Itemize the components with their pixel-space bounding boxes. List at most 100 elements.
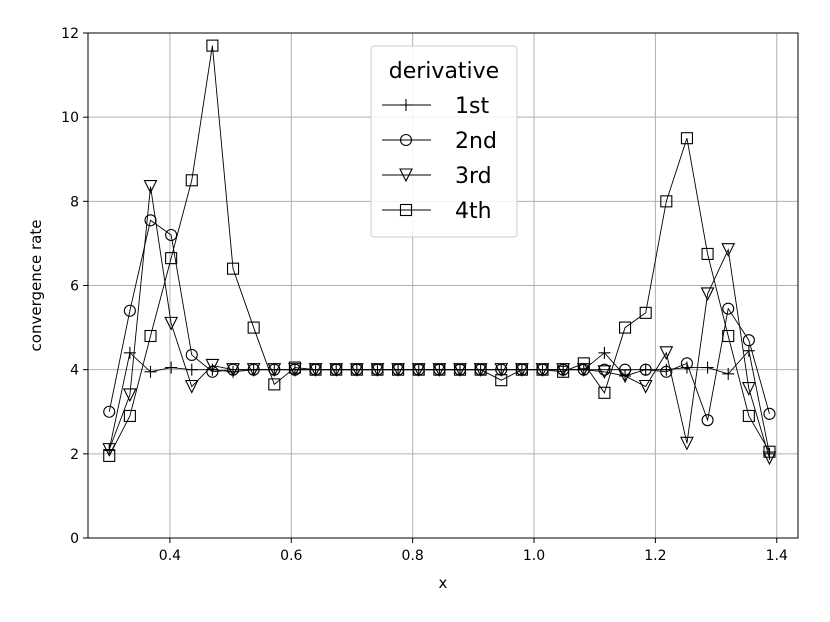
plus-marker (701, 361, 714, 374)
legend-label: 4th (455, 199, 492, 224)
circle-marker (680, 357, 693, 370)
square-marker (701, 247, 714, 260)
plus-marker (722, 367, 735, 380)
legend: derivative 1st 2nd 3rd 4th (370, 45, 518, 238)
legend-box (370, 45, 518, 238)
legend-label: 3rd (455, 164, 492, 189)
series-1st (103, 344, 776, 460)
circle-marker (206, 365, 219, 378)
legend-entry-1st: 1st (382, 94, 489, 119)
plus-marker (144, 365, 157, 378)
square-marker (722, 329, 735, 343)
y-axis-label: convergence rate (27, 220, 45, 352)
x-tick-label: 0.8 (402, 548, 424, 564)
triangle-marker (122, 388, 137, 403)
square-marker (144, 329, 157, 343)
triangle-marker (556, 363, 571, 377)
x-tick-label: 1.4 (766, 548, 788, 564)
ticks: 0.4 0.6 0.8 1.0 1.2 1.4 0 2 4 6 8 10 12 (61, 26, 788, 564)
x-tick-label: 1.2 (644, 548, 666, 564)
circle-marker (123, 304, 136, 317)
square-marker (309, 363, 322, 376)
triangle-marker (184, 379, 199, 394)
plus-marker (400, 99, 412, 111)
square-marker (247, 321, 260, 334)
square-marker (577, 357, 590, 370)
legend-entries: 1st 2nd 3rd 4th (382, 94, 497, 224)
triangle-marker (618, 369, 632, 384)
triangle-marker (700, 287, 715, 302)
series-line (108, 219, 770, 422)
triangle-marker (494, 363, 509, 377)
x-axis-label: x (439, 574, 448, 592)
square-marker (453, 363, 467, 376)
circle-marker (763, 407, 776, 420)
square-marker (619, 321, 632, 334)
circle-marker (722, 302, 735, 315)
triangle-marker (205, 358, 220, 373)
square-marker (185, 174, 198, 187)
square-marker (536, 363, 549, 376)
triangle-marker (399, 168, 413, 183)
square-marker (412, 363, 425, 376)
triangle-marker (226, 363, 240, 377)
circle-marker (598, 363, 611, 376)
triangle-marker (267, 363, 282, 377)
square-marker (515, 363, 528, 376)
square-marker (350, 363, 363, 376)
triangle-marker (638, 379, 653, 394)
square-marker (598, 386, 611, 399)
square-marker (392, 363, 405, 376)
y-tick-label: 4 (70, 363, 79, 379)
square-marker (399, 203, 413, 217)
square-marker (557, 365, 570, 378)
square-marker (680, 132, 693, 145)
series-layer (102, 39, 777, 466)
square-marker (474, 363, 487, 376)
x-tick-label: 0.6 (280, 548, 302, 564)
circle-marker (660, 365, 673, 378)
square-marker (268, 378, 281, 391)
circle-marker (185, 348, 198, 361)
square-marker (330, 363, 343, 376)
square-marker (660, 195, 673, 208)
y-tick-label: 10 (61, 110, 79, 126)
circle-marker (103, 405, 116, 418)
square-marker (103, 449, 116, 462)
plus-marker (185, 363, 198, 376)
triangle-marker (597, 365, 612, 380)
square-marker (639, 306, 652, 319)
legend-label: 1st (455, 94, 489, 119)
series-4th (103, 39, 776, 462)
plus-marker (165, 361, 178, 374)
circle-marker (399, 133, 413, 147)
plus-marker (742, 344, 755, 357)
triangle-marker (143, 180, 158, 194)
circle-marker (639, 363, 652, 376)
circle-marker (165, 228, 178, 242)
x-tick-label: 0.4 (159, 548, 181, 564)
plus-marker (598, 346, 611, 359)
y-tick-label: 6 (70, 279, 79, 295)
square-marker (742, 409, 755, 423)
legend-entry-4th: 4th (382, 199, 492, 224)
triangle-marker (721, 243, 736, 257)
triangle-marker (741, 382, 756, 396)
y-tick-label: 2 (70, 447, 79, 463)
series-2nd (103, 214, 776, 427)
square-marker (495, 374, 508, 387)
circle-marker (742, 334, 755, 347)
square-marker (763, 445, 776, 458)
y-tick-label: 12 (61, 26, 79, 42)
legend-entry-3rd: 3rd (382, 164, 492, 189)
square-marker (371, 363, 384, 376)
circle-marker (701, 414, 714, 427)
x-tick-label: 1.0 (523, 548, 545, 564)
square-marker (288, 361, 301, 374)
square-marker (226, 262, 240, 275)
legend-label: 2nd (455, 129, 497, 154)
y-tick-label: 8 (70, 194, 79, 210)
triangle-marker (246, 363, 261, 377)
series-line (108, 45, 770, 457)
